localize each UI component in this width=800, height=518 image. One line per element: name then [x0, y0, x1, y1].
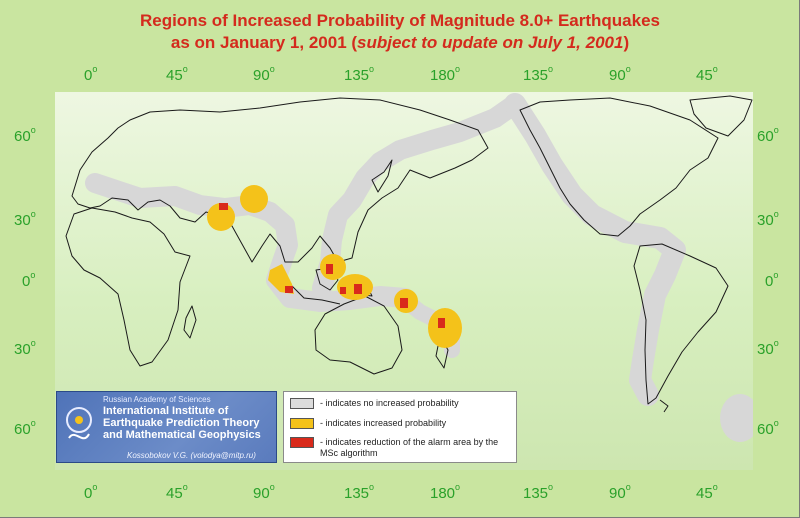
lat-label-right-0: 0o [765, 270, 779, 290]
institute-badge: Russian Academy of Sciences Internationa… [56, 391, 277, 463]
lat-label-right-30n: 30o [757, 209, 779, 229]
legend-item-increased: - indicates increased probability [290, 418, 516, 429]
coast-australia [314, 295, 403, 375]
no-increase-zones [85, 93, 753, 442]
lon-label-top-135w: 135o [523, 64, 554, 84]
msc-tonga [438, 318, 445, 328]
legend-text: - indicates increased probability [320, 418, 447, 428]
legend-swatch-red [290, 437, 314, 448]
lon-label-bottom-90w: 90o [609, 482, 631, 502]
msc-moluccas-2 [354, 284, 362, 294]
coast-north-america [519, 97, 719, 237]
lon-label-bottom-135e: 135o [344, 482, 375, 502]
coastlines [65, 95, 753, 413]
coast-south-america [633, 243, 729, 405]
msc-solomon [400, 298, 408, 308]
lat-label-left-60n: 60o [14, 125, 36, 145]
institute-name: International Institute of Earthquake Pr… [103, 405, 261, 441]
lon-label-bottom-135w: 135o [523, 482, 554, 502]
title-line-2: as on January 1, 2001 (subject to update… [0, 32, 800, 54]
lat-label-right-60s: 60o [757, 418, 779, 438]
zone-alpide-belt [85, 173, 415, 312]
map-legend: - indicates no increased probability - i… [283, 391, 517, 463]
lat-label-left-30s: 30o [14, 338, 36, 358]
title-line-1: Regions of Increased Probability of Magn… [139, 11, 661, 30]
coast-japan [371, 159, 393, 193]
zone-south-atlantic [720, 394, 753, 442]
title-date: as on January 1, 2001 ( [170, 33, 358, 52]
lon-label-bottom-45w: 45o [696, 482, 718, 502]
legend-item-msc-reduction: - indicates reduction of the alarm area … [290, 437, 516, 459]
map-canvas [65, 93, 753, 442]
zone-western-pacific [312, 94, 525, 298]
msc-iran [219, 203, 228, 210]
lon-label-top-135e: 135o [344, 64, 375, 84]
coast-antarctic-tip [659, 399, 669, 413]
lon-label-top-180: 180o [430, 64, 461, 84]
figure-title: Regions of Increased Probability of Magn… [0, 10, 800, 54]
legend-text: - indicates reduction of the alarm area … [320, 437, 499, 458]
institute-author: Kossobokov V.G. (volodya@mitp.ru) [127, 451, 256, 460]
lon-label-top-90w: 90o [609, 64, 631, 84]
lon-label-bottom-180: 180o [430, 482, 461, 502]
msc-reduced-areas [219, 203, 445, 328]
lon-label-top-0: 0o [84, 64, 98, 84]
lat-label-left-30n: 30o [14, 209, 36, 229]
lon-label-bottom-90e: 90o [253, 482, 275, 502]
msc-moluccas-1 [340, 287, 346, 294]
coast-eurasia [71, 97, 489, 263]
lon-label-bottom-45e: 45o [166, 482, 188, 502]
msc-sumatra [285, 286, 293, 293]
lon-label-top-90e: 90o [253, 64, 275, 84]
coast-madagascar [183, 305, 197, 339]
lat-label-left-0: 0o [22, 270, 36, 290]
zone-americas-pacific [504, 93, 686, 406]
legend-swatch-yellow [290, 418, 314, 429]
legend-item-no-increase: - indicates no increased probability [290, 398, 516, 409]
title-close-paren: ) [623, 33, 630, 52]
institute-logo [66, 407, 92, 440]
legend-swatch-grey [290, 398, 314, 409]
coast-africa [65, 207, 191, 367]
lat-label-left-60s: 60o [14, 418, 36, 438]
institute-academy: Russian Academy of Sciences [103, 395, 211, 404]
lon-label-bottom-0: 0o [84, 482, 98, 502]
title-update-note: subject to update on July 1, 2001 [357, 33, 624, 52]
lat-label-right-30s: 30o [757, 338, 779, 358]
lon-label-top-45e: 45o [166, 64, 188, 84]
lon-label-top-45w: 45o [696, 64, 718, 84]
legend-text: - indicates no increased probability [320, 398, 459, 408]
msc-philippines [326, 264, 333, 274]
zone-central-asia [240, 185, 268, 213]
coast-greenland [689, 95, 753, 137]
lat-label-right-60n: 60o [757, 125, 779, 145]
